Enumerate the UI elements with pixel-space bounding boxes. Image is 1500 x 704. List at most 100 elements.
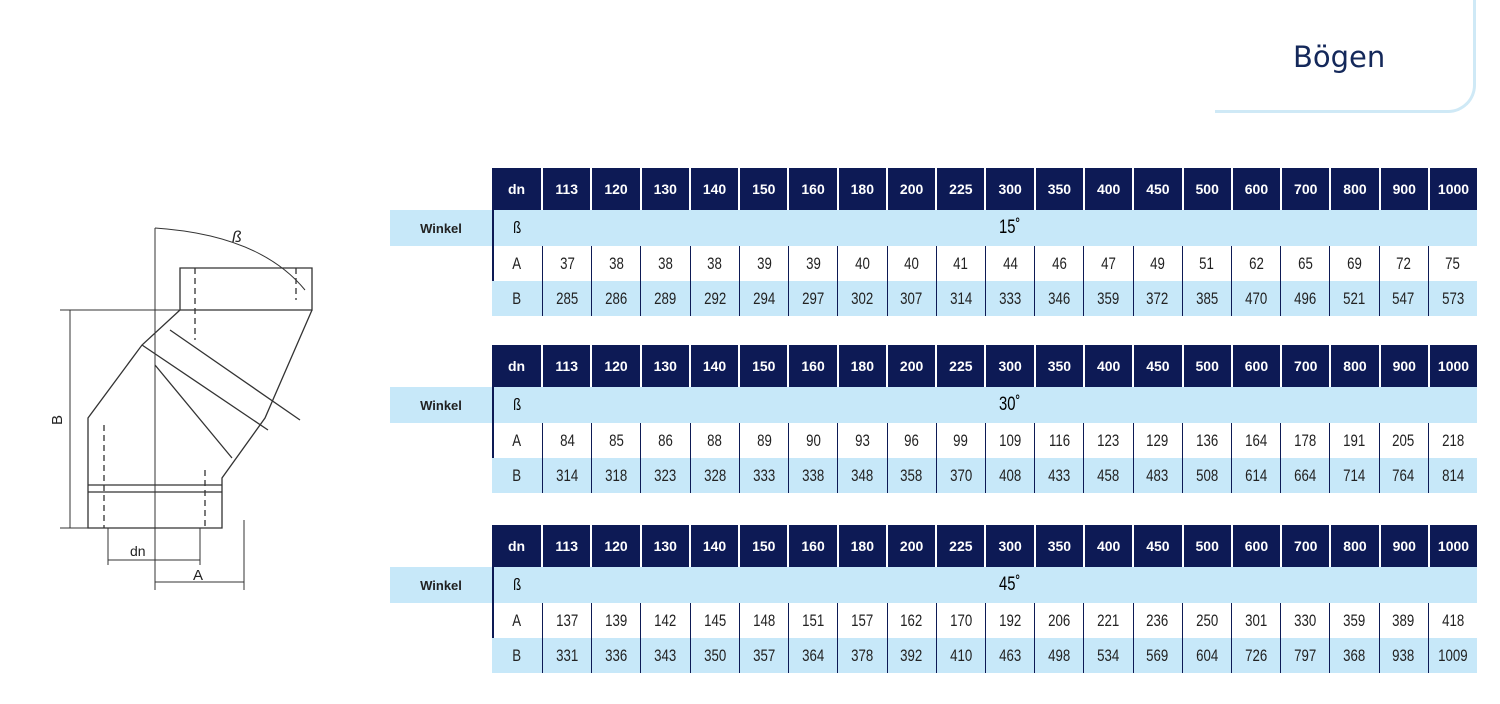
table-cell: 938 — [1392, 645, 1415, 665]
table-cell: 136 — [1195, 430, 1218, 450]
dn-column-header: 1000 — [1427, 525, 1477, 567]
dn-header: dn — [507, 358, 526, 374]
dn-column-header: 900 — [1378, 525, 1428, 567]
dn-column-header: 350 — [1033, 525, 1083, 567]
dn-column-header: 450 — [1132, 345, 1181, 387]
elbow-diagram: ß B dn A — [49, 227, 313, 590]
dn-column-header: 120 — [590, 525, 639, 567]
table-cell: 764 — [1392, 465, 1415, 485]
table-cell: 573 — [1441, 288, 1464, 308]
dn-column-header: 160 — [787, 345, 836, 387]
header-row: dn 113 120 130 140 150 160 180 200 225 300 350 400 45… — [492, 525, 1477, 567]
table-cell: 38 — [707, 253, 723, 273]
table-row-b: B 285 286 289 292 294 297 302 307 314 333 346 359 372… — [492, 281, 1477, 316]
dn-column-header: 1000 — [1427, 168, 1477, 210]
table-cell: 109 — [998, 430, 1022, 450]
table-cell: 389 — [1392, 610, 1415, 630]
table-cell: 297 — [802, 288, 825, 308]
table-cell: 458 — [1097, 465, 1120, 485]
dn-column-header: 500 — [1181, 525, 1231, 567]
table-cell: 39 — [756, 253, 772, 273]
table-cell: 164 — [1244, 430, 1268, 450]
dn-column-header: 113 — [541, 525, 590, 567]
dn-column-header: 113 — [541, 168, 590, 210]
dn-column-header: 140 — [688, 168, 738, 210]
table-cell: 372 — [1146, 288, 1169, 308]
row-label: B — [512, 288, 522, 308]
table-cell: 46 — [1051, 253, 1067, 273]
dn-column-header: 1000 — [1427, 345, 1477, 387]
dn-column-header: 700 — [1280, 525, 1329, 567]
dimension-table-0: dn 113 120 130 140 150 160 180 200 225 300 350 400 45… — [390, 168, 1477, 316]
table-cell: 221 — [1097, 610, 1120, 630]
dn-dimension-label: dn — [130, 543, 146, 559]
dn-column-header: 500 — [1181, 345, 1231, 387]
row-label: A — [512, 610, 522, 630]
dn-column-header: 800 — [1329, 168, 1378, 210]
angle-row: Winkel ß 45˚ — [390, 567, 1477, 603]
table-cell: 350 — [703, 645, 726, 665]
table-cell: 286 — [605, 288, 628, 308]
table-cell: 410 — [949, 645, 972, 665]
table-cell: 41 — [953, 253, 969, 273]
table-cell: 307 — [900, 288, 923, 308]
table-cell: 162 — [900, 610, 923, 630]
a-dimension-label: A — [193, 567, 203, 584]
dn-column-header: 900 — [1378, 345, 1428, 387]
table-cell: 359 — [1343, 610, 1366, 630]
dn-column-header: 200 — [885, 525, 935, 567]
angle-row: Winkel ß 15˚ — [390, 210, 1477, 246]
table-cell: 664 — [1294, 465, 1317, 485]
table-cell: 336 — [605, 645, 628, 665]
table-cell: 236 — [1146, 610, 1169, 630]
table-cell: 346 — [1048, 288, 1071, 308]
table-cell: 47 — [1101, 253, 1116, 273]
table-cell: 289 — [654, 288, 677, 308]
table-cell: 90 — [805, 430, 821, 450]
dn-column-header: 140 — [688, 345, 738, 387]
table-cell: 206 — [1048, 610, 1071, 630]
table-cell: 614 — [1244, 465, 1268, 485]
table-cell: 314 — [949, 288, 972, 308]
table-cell: 137 — [556, 610, 579, 630]
table-cell: 116 — [1048, 430, 1070, 450]
dn-column-header: 130 — [639, 525, 689, 567]
dn-column-header: 500 — [1181, 168, 1231, 210]
table-cell: 148 — [752, 610, 776, 630]
table-cell: 142 — [654, 610, 677, 630]
table-cell: 178 — [1294, 430, 1317, 450]
table-cell: 285 — [556, 288, 579, 308]
table-cell: 338 — [802, 465, 825, 485]
table-cell: 343 — [654, 645, 677, 665]
table-cell: 314 — [556, 465, 579, 485]
table-cell: 521 — [1343, 288, 1366, 308]
table-row-b: B 314 318 323 328 333 338 348 358 370 408 433 458 483… — [492, 458, 1477, 493]
table-cell: 75 — [1445, 253, 1461, 273]
table-cell: 88 — [707, 430, 723, 450]
table-cell: 85 — [609, 430, 624, 450]
table-cell: 368 — [1343, 645, 1366, 665]
table-cell: 714 — [1343, 465, 1366, 485]
table-cell: 62 — [1248, 253, 1264, 273]
table-cell: 797 — [1294, 645, 1317, 665]
table-cell: 151 — [802, 610, 825, 630]
table-cell: 205 — [1392, 430, 1415, 450]
dn-column-header: 225 — [935, 525, 984, 567]
dn-column-header: 800 — [1329, 525, 1378, 567]
table-row-a: A 137 139 142 145 148 151 157 162 170 192 206 221 236… — [492, 603, 1477, 638]
dn-column-header: 600 — [1230, 345, 1280, 387]
beta-symbol: ß — [513, 218, 522, 237]
table-cell: 323 — [654, 465, 677, 485]
dn-column-header: 450 — [1132, 525, 1181, 567]
row-label: B — [512, 465, 522, 485]
table-cell: 84 — [559, 430, 575, 450]
angle-value: 30˚ — [999, 394, 1021, 415]
table-cell: 508 — [1195, 465, 1218, 485]
table-cell: 392 — [900, 645, 923, 665]
table-cell: 37 — [559, 253, 575, 273]
dn-column-header: 300 — [984, 525, 1033, 567]
table-cell: 378 — [851, 645, 874, 665]
table-cell: 49 — [1150, 253, 1165, 273]
table-cell: 93 — [855, 430, 870, 450]
table-cell: 370 — [949, 465, 972, 485]
